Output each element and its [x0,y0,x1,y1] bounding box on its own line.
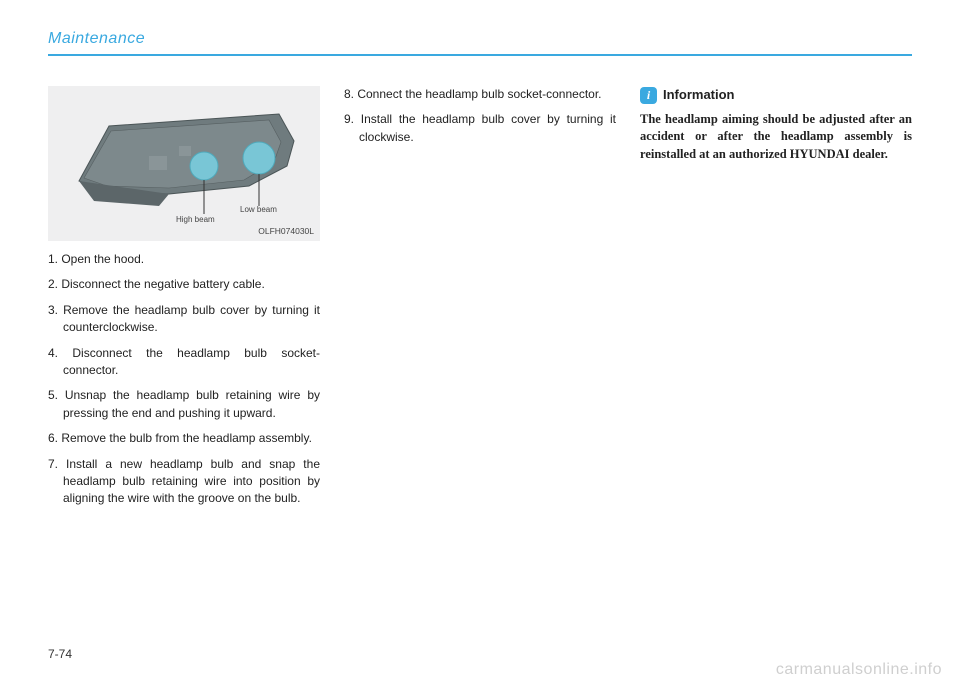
column-1: High beam Low beam OLFH074030L 1. Open t… [48,86,320,516]
label-high-beam: High beam [176,214,215,226]
page-header: Maintenance [48,30,912,48]
watermark: carmanualsonline.info [776,661,942,679]
header-rule [48,54,912,56]
step-item: 7. Install a new headlamp bulb and snap … [48,456,320,508]
step-item: 6. Remove the bulb from the headlamp ass… [48,430,320,447]
steps-list-2: 8. Connect the headlamp bulb socket-conn… [344,86,616,146]
step-item: 8. Connect the headlamp bulb socket-conn… [344,86,616,103]
content-columns: High beam Low beam OLFH074030L 1. Open t… [48,86,912,516]
info-header: i Information [640,86,912,105]
step-item: 1. Open the hood. [48,251,320,268]
steps-list-1: 1. Open the hood. 2. Disconnect the nega… [48,251,320,508]
step-item: 5. Unsnap the headlamp bulb retaining wi… [48,387,320,422]
info-title: Information [663,86,735,105]
connector-2 [179,146,191,156]
info-body: The headlamp aiming should be adjusted a… [640,111,912,164]
figure-code: OLFH074030L [258,225,314,237]
info-icon: i [640,87,657,104]
step-item: 4. Disconnect the headlamp bulb socket-c… [48,345,320,380]
column-2: 8. Connect the headlamp bulb socket-conn… [344,86,616,516]
low-beam-spot [243,142,275,174]
connector-1 [149,156,167,170]
high-beam-spot [190,152,218,180]
step-item: 2. Disconnect the negative battery cable… [48,276,320,293]
section-title: Maintenance [48,30,145,48]
page-number: 7-74 [48,647,72,661]
headlamp-figure: High beam Low beam OLFH074030L [48,86,320,241]
column-3: i Information The headlamp aiming should… [640,86,912,516]
manual-page: Maintenance [0,0,960,689]
step-item: 3. Remove the headlamp bulb cover by tur… [48,302,320,337]
step-item: 9. Install the headlamp bulb cover by tu… [344,111,616,146]
label-low-beam: Low beam [240,204,277,216]
